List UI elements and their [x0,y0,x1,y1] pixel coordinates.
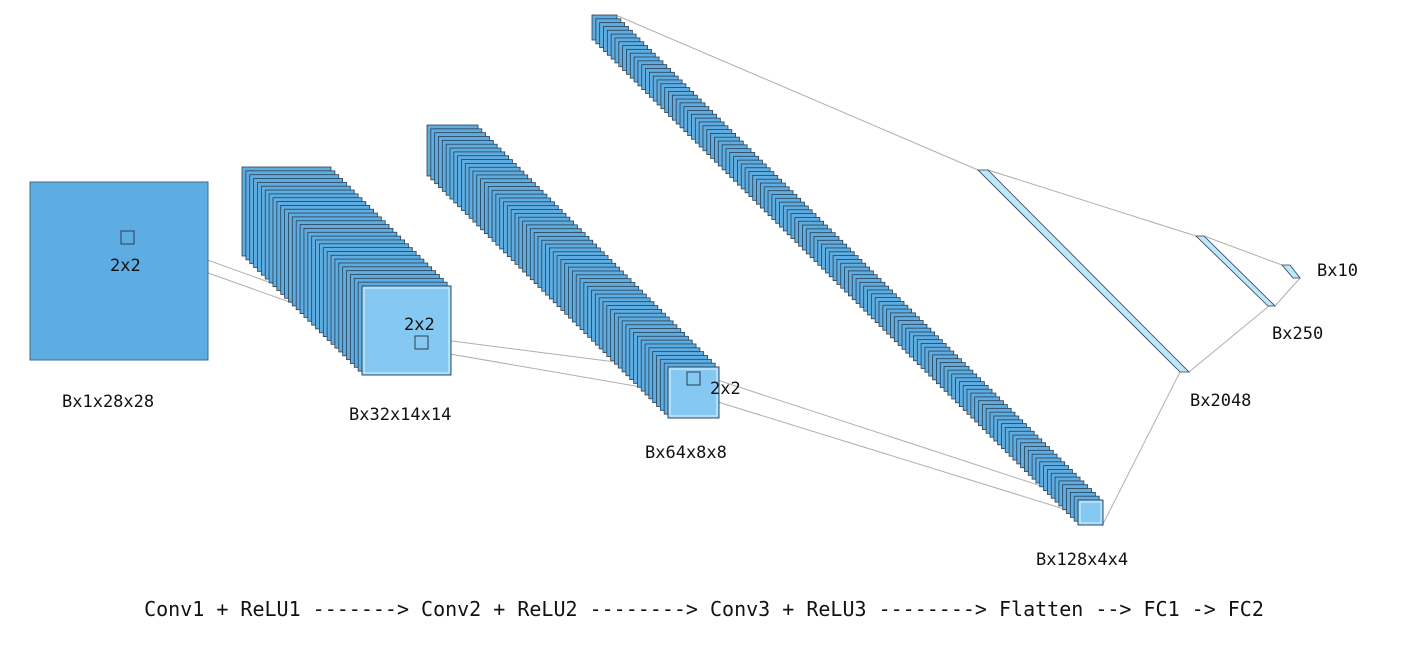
kernel-size-label: 2x2 [110,256,141,276]
kernel-box [120,230,135,245]
connector-line [692,371,1091,503]
input-feature-map [29,181,209,361]
input-map [29,181,209,361]
feature-map-front [1077,499,1104,526]
connector-line [1188,305,1270,373]
feature-map-front-frame [363,287,450,374]
pipeline-caption: Conv1 + ReLU1 -------> Conv2 + ReLU2 ---… [144,597,1264,621]
layer-shape-label: Bx64x8x8 [645,443,727,463]
connector-line [1203,235,1283,266]
conv1-feature-stack [241,166,452,376]
kernel-size-label: 2x2 [710,379,741,399]
connector-line [987,169,1197,237]
feature-map-front-frame [669,368,718,417]
connector-line [617,15,979,171]
kernel-size-label: 2x2 [404,315,435,335]
layer-shape-label: Bx32x14x14 [349,405,452,425]
layer-shape-label: Bx250 [1272,324,1324,344]
feature-map-front-frame [1079,501,1102,524]
kernel-box [686,371,701,386]
conv3-feature-stack [591,14,1104,526]
feature-map-front [667,366,720,419]
fc1-layer-bar [1195,235,1276,307]
dense-layers [977,169,1301,373]
layer-shape-label: Bx2048 [1190,391,1252,411]
connector-line [704,397,1091,518]
kernel-box [414,335,429,350]
feature-map-front [361,285,452,376]
connector-line [1274,277,1301,307]
fc2-layer-bar [1281,264,1301,279]
flatten-layer-bar [977,169,1190,373]
conv2-feature-stack [426,124,720,419]
layer-shape-label: Bx10 [1317,261,1358,281]
layer-shape-label: Bx128x4x4 [1036,550,1129,570]
layer-shape-label: Bx1x28x28 [62,392,155,412]
connector-line [1101,371,1181,527]
